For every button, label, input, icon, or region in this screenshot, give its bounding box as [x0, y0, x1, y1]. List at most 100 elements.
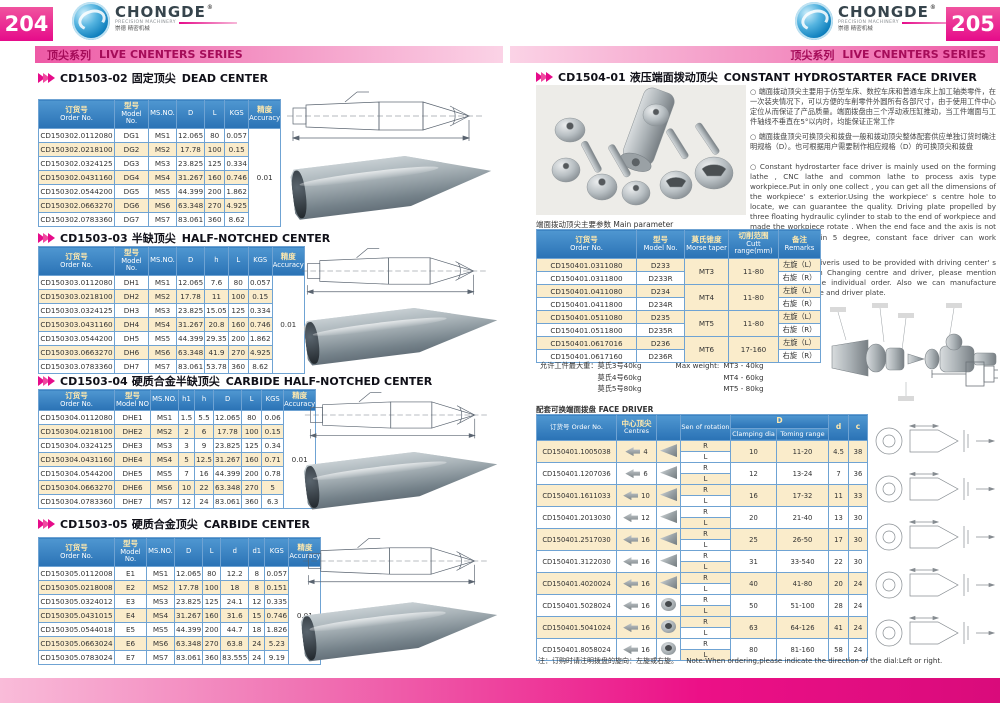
- cone-driver-icon: [660, 510, 677, 524]
- value-cell: 44.399: [173, 622, 204, 638]
- value-cell: DHE2: [114, 424, 151, 440]
- brand-text: CHONGDE® PRECISION MACHINERY 崇德 精密机械: [115, 2, 237, 32]
- dimension-sketch-wrap: [872, 420, 998, 466]
- value-cell: DHE4: [114, 452, 151, 468]
- table-row: CD150302.0324125 DG3 MS3 23.825 125 0.334: [38, 156, 281, 172]
- driver-shape-cell: [656, 616, 681, 640]
- header-row: Clamping dia Toming range: [537, 427, 868, 442]
- order-no-cell: CD150401.1005038: [536, 440, 617, 464]
- dimension-sketch-wrap: [872, 468, 998, 514]
- triple-chevron-icon: [536, 72, 553, 82]
- column-header: KGS: [264, 536, 290, 568]
- centre-size: 16: [641, 535, 650, 544]
- driver-shape-cell: [656, 506, 681, 530]
- column-header: D: [213, 388, 243, 412]
- value-cell: 24: [248, 636, 266, 652]
- value-cell: 29.35: [204, 331, 229, 347]
- value-cell: MS5: [148, 331, 177, 347]
- clamping-dia-cell: 40: [730, 572, 777, 596]
- value-cell: DHE5: [114, 466, 151, 482]
- value-cell: 83.061: [175, 212, 206, 228]
- rotation-cell: L: [680, 561, 731, 574]
- half-notched-drawing: [300, 243, 498, 299]
- value-cell: 0.057: [224, 128, 250, 144]
- order-no-cell: CD150401.0511080: [536, 310, 637, 325]
- centre-point-icon: [623, 645, 639, 655]
- order-no-cell: CD150304.0544200: [38, 466, 115, 482]
- series-band-en: LIVE CNENTERS SERIES: [842, 48, 986, 61]
- order-no-cell: CD150303.0663270: [38, 345, 115, 361]
- order-no-cell: CD150401.0411800: [536, 297, 637, 312]
- value-cell: DG5: [114, 184, 149, 200]
- value-cell: E1: [114, 566, 147, 582]
- value-cell: 0.06: [261, 410, 285, 426]
- table-row: CD150304.0431160 DHE4 MS4 5 12.5 31.267 160 0.7…: [38, 452, 316, 468]
- order-note: 注：订购时请注明拨盘的旋向：左旋或右旋。 Note:When ordering,…: [538, 656, 998, 666]
- table-row: CD150401.0617016 D236 MT6 17-160 左旋（L）: [536, 336, 821, 364]
- value-cell: 0.057: [264, 566, 290, 582]
- cut-range-cell: 11-80: [728, 284, 779, 312]
- center-line-drawing: [287, 91, 483, 141]
- section-title-carbide-half-notched: CD1503-04 硬质合金半缺顶尖 CARBIDE HALF-NOTCHED …: [38, 373, 432, 389]
- table-row: L: [537, 517, 868, 530]
- dimension-sketch: [875, 519, 996, 551]
- ring-driver-icon: [661, 620, 676, 634]
- table-row: CD150303.0431160 DH4 MS4 31.267 20.8 160 0.746: [38, 317, 305, 333]
- value-cell: 22: [193, 480, 215, 496]
- dead-center-photo: [292, 148, 492, 218]
- value-cell: 0.71: [261, 452, 285, 468]
- remarks-cell: 左旋（L）: [778, 310, 821, 325]
- c-cell: 24: [848, 572, 868, 596]
- turning-range-cell: 21-40: [776, 506, 829, 530]
- table-row: CD150304.0112080 DHE1 MS1 1.5 5.5 12.065 80 0.0…: [38, 410, 317, 510]
- brand-text: CHONGDE® PRECISION MACHINERY 崇德 精密机械: [838, 2, 960, 32]
- section-title-en: DEAD CENTER: [181, 71, 269, 85]
- value-cell: MS5: [150, 466, 179, 482]
- value-cell: 83.061: [173, 650, 204, 666]
- d-cell: 41: [828, 616, 849, 640]
- column-header: 中心顶尖 Centres: [616, 413, 657, 442]
- centre-size: 12: [641, 513, 650, 522]
- value-cell: 17.78: [175, 289, 206, 305]
- d-cell: 7: [828, 462, 849, 486]
- face-driver-dimension-sketches: [872, 420, 998, 660]
- value-cell: 24: [248, 650, 266, 666]
- table-row: CD150303.0783360 DH7 MS7 83.061 53.78 360 8.62: [38, 359, 305, 375]
- value-cell: MS3: [148, 303, 177, 319]
- value-cell: MS1: [146, 566, 175, 582]
- table-row: CD150401.1005038 4 R 10 11-20 4.5 38: [536, 440, 868, 464]
- d-cell: 20: [828, 572, 849, 596]
- column-header: 订货号 Order No.: [38, 245, 115, 277]
- value-cell: 0.151: [264, 580, 290, 596]
- center-photo-body: [302, 289, 501, 374]
- main-parameter-table: 订货号 Order No. 型号 Model No. 莫氏锥度 Morse taper 切削…: [536, 228, 821, 364]
- morse-taper-cell: MT6: [684, 336, 729, 364]
- value-cell: DG3: [114, 156, 149, 172]
- table-row: CD150401.0411800 D234R 右旋（R）: [536, 297, 821, 312]
- value-cell: 1.862: [247, 331, 273, 347]
- table-row: CD150401.5028024 16 R 50 51-100 28 24: [536, 594, 868, 618]
- column-header: c: [848, 413, 868, 442]
- rotation-cell: R: [680, 506, 731, 519]
- column-header: MS.NO.: [148, 245, 177, 277]
- turning-range-cell: 17-32: [776, 484, 829, 508]
- order-no-cell: CD150304.0218100: [38, 424, 115, 440]
- order-no-cell: CD150303.0112080: [38, 275, 115, 291]
- column-header: MS.NO.: [146, 536, 175, 568]
- d-cell: 17: [828, 528, 849, 552]
- column-header: 型号 Model NO: [114, 388, 151, 412]
- order-no-cell: CD150401.1207036: [536, 462, 617, 486]
- c-cell: 33: [848, 484, 868, 508]
- table-row: CD150401.2517030 16 R 25 26-50 17 30: [536, 528, 868, 552]
- order-no-cell: CD150303.0218100: [38, 289, 115, 305]
- triple-chevron-icon: [38, 73, 55, 83]
- table-row: CD150302.0544200 DG5 MS5 44.399 200 1.862: [38, 184, 281, 200]
- assembly-exploded-drawing: [830, 303, 997, 401]
- brand-sub: PRECISION MACHINERY: [115, 19, 176, 25]
- value-cell: 20.8: [204, 317, 229, 333]
- value-cell: 12.065: [213, 410, 243, 426]
- turning-range-cell: 81-160: [776, 638, 829, 662]
- value-cell: MS5: [148, 184, 177, 200]
- value-cell: 125: [227, 303, 249, 319]
